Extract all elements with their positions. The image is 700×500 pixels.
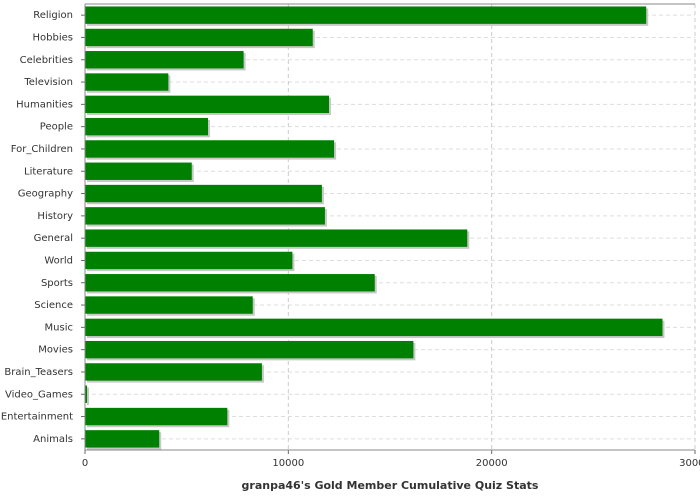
y-tick-label: For_Children bbox=[11, 144, 73, 155]
y-tick-label: Geography bbox=[18, 189, 73, 200]
y-tick-label: Celebrities bbox=[20, 55, 73, 66]
x-tick-label: 20000 bbox=[476, 458, 508, 469]
y-tick-label: Sports bbox=[41, 278, 73, 289]
bar bbox=[85, 407, 228, 426]
bar bbox=[85, 251, 293, 270]
bar bbox=[85, 28, 313, 47]
y-tick-label: History bbox=[37, 211, 73, 222]
bar bbox=[85, 51, 244, 69]
y-tick-label: Religion bbox=[33, 10, 73, 21]
chart-title: granpa46's Gold Member Cumulative Quiz S… bbox=[242, 479, 539, 492]
y-tick-label: General bbox=[34, 233, 73, 244]
y-tick-label: Humanities bbox=[16, 99, 73, 110]
bar-shadow bbox=[87, 387, 90, 405]
bar bbox=[85, 318, 663, 337]
y-tick-label: Entertainment bbox=[1, 412, 73, 423]
bar bbox=[85, 207, 325, 225]
bar bbox=[85, 140, 335, 158]
y-tick-label: Science bbox=[34, 300, 73, 311]
bar bbox=[85, 296, 253, 314]
y-tick-label: People bbox=[40, 122, 73, 133]
bar bbox=[85, 385, 88, 403]
y-tick-label: Movies bbox=[38, 345, 73, 356]
y-tick-label: Video_Games bbox=[5, 389, 73, 400]
x-tick-label: 10000 bbox=[272, 458, 304, 469]
y-tick-label: Brain_Teasers bbox=[4, 367, 73, 378]
bar bbox=[85, 430, 160, 448]
bar bbox=[85, 340, 414, 359]
bar bbox=[85, 229, 468, 247]
bar bbox=[85, 274, 375, 292]
x-tick-label: 30000 bbox=[679, 458, 700, 469]
bar bbox=[85, 6, 647, 24]
y-tick-label: Animals bbox=[33, 434, 73, 445]
bar bbox=[85, 184, 322, 203]
bar bbox=[85, 95, 329, 114]
x-tick-label: 0 bbox=[82, 458, 88, 469]
bar bbox=[85, 73, 169, 91]
y-tick-label: Television bbox=[23, 77, 73, 88]
bar bbox=[85, 117, 209, 136]
y-tick-label: World bbox=[44, 255, 73, 266]
plot-area bbox=[85, 4, 695, 450]
bar bbox=[85, 162, 192, 180]
y-tick-label: Music bbox=[45, 322, 73, 333]
y-tick-label: Literature bbox=[24, 166, 73, 177]
bar bbox=[85, 363, 262, 381]
y-tick-label: Hobbies bbox=[33, 32, 73, 43]
